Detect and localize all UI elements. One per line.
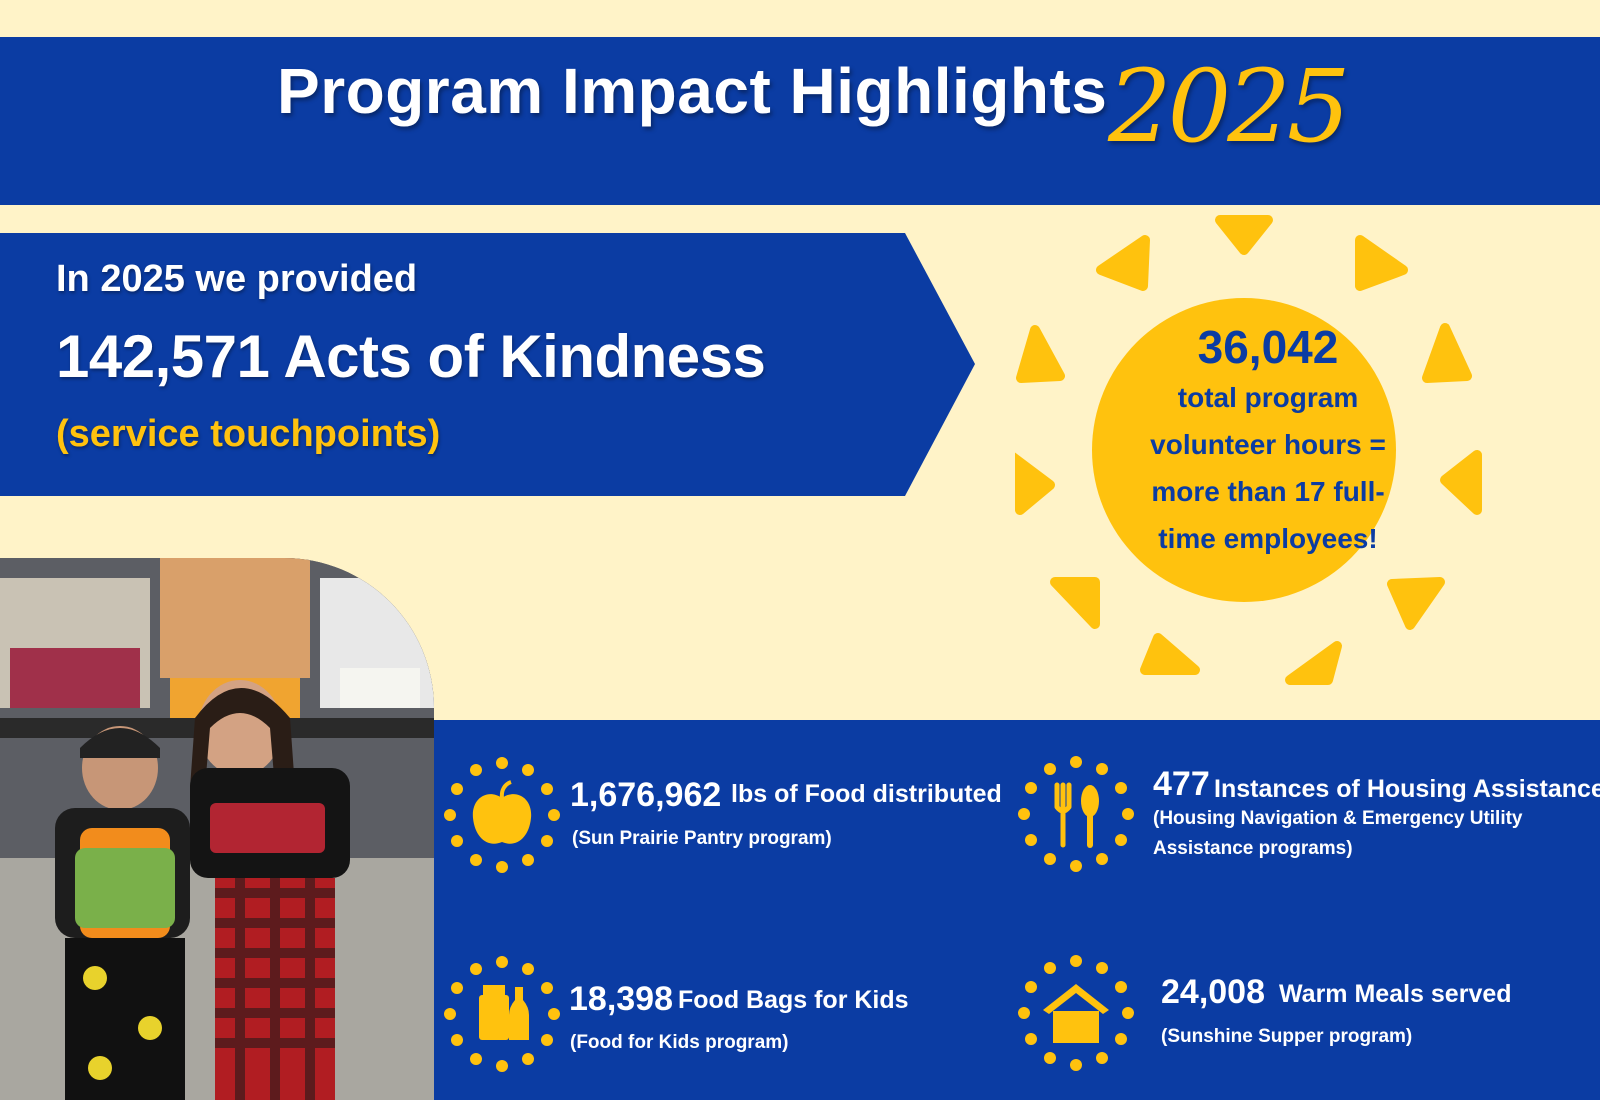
ring-dot (496, 757, 508, 769)
volunteer-hours-callout: 36,042 total program volunteer hours = m… (1113, 320, 1423, 562)
ring-dot (1070, 756, 1082, 768)
ring-dot (470, 854, 482, 866)
ring-dot (541, 982, 553, 994)
ring-dot (496, 861, 508, 873)
volunteer-line-3: more than 17 full- (1151, 476, 1385, 507)
volunteer-line-2: volunteer hours = (1150, 429, 1386, 460)
ring-dot (1096, 763, 1108, 775)
ring-dot (1044, 1052, 1056, 1064)
ring-dot (522, 764, 534, 776)
icon-ring (1018, 955, 1134, 1071)
ring-dot (1096, 1052, 1108, 1064)
ring-dot (522, 854, 534, 866)
stat-meals-note: (Sunshine Supper program) (1161, 1026, 1413, 1047)
icon-ring (444, 757, 560, 873)
ring-dot (548, 1008, 560, 1020)
ring-dot (1018, 1007, 1030, 1019)
ring-dot (451, 1034, 463, 1046)
stat-food-label: lbs of Food distributed (731, 780, 1002, 808)
ring-dot (1115, 1033, 1127, 1045)
ring-dot (541, 835, 553, 847)
ring-dot (1044, 962, 1056, 974)
banner-subline: (service touchpoints) (56, 413, 441, 455)
ring-dot (1122, 808, 1134, 820)
ring-dot (470, 764, 482, 776)
icon-ring (444, 956, 560, 1072)
ring-dot (1115, 834, 1127, 846)
stat-food-note: (Sun Prairie Pantry program) (572, 828, 832, 849)
fork-spoon-icon (1018, 756, 1134, 872)
stat-housing-note-2: Assistance programs) (1153, 838, 1353, 859)
stats-panel (434, 720, 1600, 1100)
ring-dot (522, 963, 534, 975)
ring-dot (496, 1060, 508, 1072)
ring-dot (1096, 853, 1108, 865)
stat-kids-label: Food Bags for Kids (678, 986, 909, 1014)
stat-housing-number: 477 (1153, 765, 1210, 803)
ring-dot (496, 956, 508, 968)
stat-food-number: 1,676,962 (570, 776, 722, 814)
ring-dot (1070, 1059, 1082, 1071)
ring-dot (548, 809, 560, 821)
ring-dot (451, 982, 463, 994)
ring-dot (451, 783, 463, 795)
ring-dot (1115, 782, 1127, 794)
page-title: Program Impact Highlights (277, 55, 1108, 127)
ring-dot (470, 963, 482, 975)
volunteer-line-1: total program (1177, 382, 1359, 413)
ring-dot (444, 1008, 456, 1020)
stat-meals-label: Warm Meals served (1279, 980, 1512, 1008)
house-icon (1018, 955, 1134, 1071)
header-bar (0, 37, 1600, 205)
ring-dot (444, 809, 456, 821)
ring-dot (1025, 782, 1037, 794)
sun-graphic (1015, 215, 1482, 685)
ring-dot (1070, 860, 1082, 872)
ring-dot (1096, 962, 1108, 974)
stat-housing-label: Instances of Housing Assistance (1214, 775, 1600, 803)
ring-dot (522, 1053, 534, 1065)
ring-dot (1044, 763, 1056, 775)
header-year: 2025 (1108, 48, 1350, 165)
ring-dot (1044, 853, 1056, 865)
stat-kids-number: 18,398 (569, 980, 673, 1018)
volunteer-hours-number: 36,042 (1197, 321, 1339, 373)
banner-intro: In 2025 we provided (56, 258, 418, 300)
stat-housing-note: (Housing Navigation & Emergency Utility (1153, 808, 1523, 829)
ring-dot (541, 1034, 553, 1046)
stat-meals-number: 24,008 (1161, 973, 1265, 1011)
children-photo (0, 558, 434, 1100)
ring-dot (1018, 808, 1030, 820)
apple-icon (444, 757, 560, 873)
ring-dot (451, 835, 463, 847)
ring-dot (1025, 1033, 1037, 1045)
stat-kids-note: (Food for Kids program) (570, 1032, 789, 1053)
ring-dot (1122, 1007, 1134, 1019)
ring-dot (541, 783, 553, 795)
banner-headline: 142,571 Acts of Kindness (56, 323, 766, 390)
icon-ring (1018, 756, 1134, 872)
acts-banner (0, 233, 975, 496)
ring-dot (470, 1053, 482, 1065)
ring-dot (1025, 981, 1037, 993)
ring-dot (1070, 955, 1082, 967)
volunteer-line-4: time employees! (1158, 523, 1378, 554)
ring-dot (1025, 834, 1037, 846)
food-bag-icon (444, 956, 560, 1072)
ring-dot (1115, 981, 1127, 993)
